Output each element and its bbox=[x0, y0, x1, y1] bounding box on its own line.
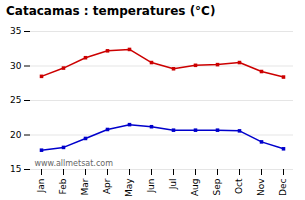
svg-text:Nov: Nov bbox=[256, 178, 266, 196]
svg-text:Oct: Oct bbox=[234, 178, 244, 194]
svg-text:35: 35 bbox=[10, 26, 21, 36]
svg-text:Sep: Sep bbox=[212, 178, 222, 195]
html-text:Catacamas : temperatures (°C): Catacamas : temperatures (°C) bbox=[6, 4, 216, 18]
svg-text:Aug: Aug bbox=[190, 179, 200, 197]
svg-text:Feb: Feb bbox=[58, 178, 68, 194]
svg-text:30: 30 bbox=[10, 61, 22, 71]
svg-text:Jan: Jan bbox=[36, 179, 46, 194]
svg-text:May: May bbox=[124, 178, 134, 197]
svg-text:20: 20 bbox=[10, 130, 22, 140]
svg-text:www.allmetsat.com: www.allmetsat.com bbox=[35, 159, 114, 168]
svg-text:Apr: Apr bbox=[102, 178, 112, 194]
svg-text:15: 15 bbox=[10, 164, 21, 174]
svg-text:Mar: Mar bbox=[80, 178, 90, 195]
svg-text:25: 25 bbox=[10, 95, 21, 105]
svg-text:Jul: Jul bbox=[168, 179, 178, 191]
svg-text:Jun: Jun bbox=[146, 179, 156, 194]
svg-text:Dec: Dec bbox=[278, 178, 288, 195]
